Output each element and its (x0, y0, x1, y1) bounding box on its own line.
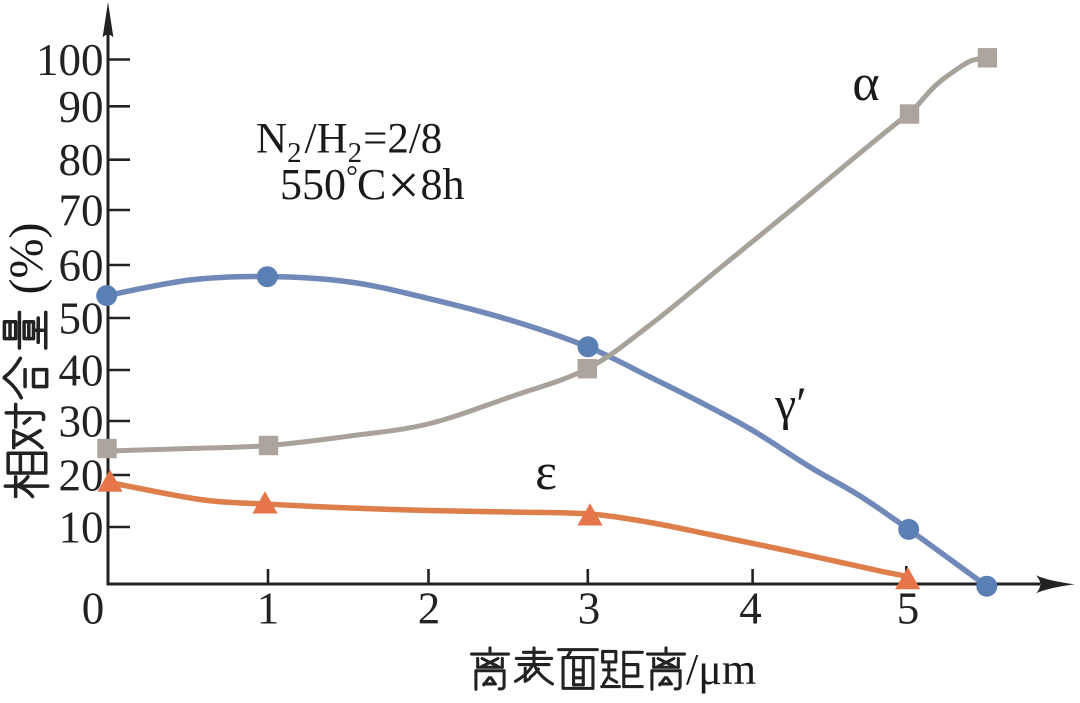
svg-text:60: 60 (59, 241, 104, 291)
svg-text:4: 4 (739, 584, 762, 634)
svg-text:0: 0 (82, 584, 105, 634)
svg-text:80: 80 (59, 135, 104, 185)
svg-text:100: 100 (36, 35, 104, 85)
svg-text:10: 10 (59, 503, 104, 553)
svg-text:5: 5 (897, 584, 920, 634)
svg-text:20: 20 (59, 451, 104, 501)
svg-text:50: 50 (59, 294, 104, 344)
svg-text:1: 1 (257, 584, 280, 634)
svg-text:90: 90 (59, 82, 104, 132)
svg-text:2: 2 (418, 584, 441, 634)
svg-text:/μm: /μm (686, 645, 756, 694)
svg-text:40: 40 (59, 346, 104, 396)
svg-text:30: 30 (59, 397, 104, 447)
svg-text:α: α (852, 55, 879, 112)
svg-text:γ′: γ′ (774, 378, 807, 431)
svg-text:ε: ε (535, 444, 557, 501)
svg-text:3: 3 (578, 584, 601, 634)
svg-text:N2/H2=2/8: N2/H2=2/8 (256, 116, 442, 170)
svg-text:(%): (%) (0, 223, 53, 295)
svg-text:70: 70 (59, 186, 104, 236)
svg-text:550°C×8h: 550°C×8h (280, 154, 465, 217)
